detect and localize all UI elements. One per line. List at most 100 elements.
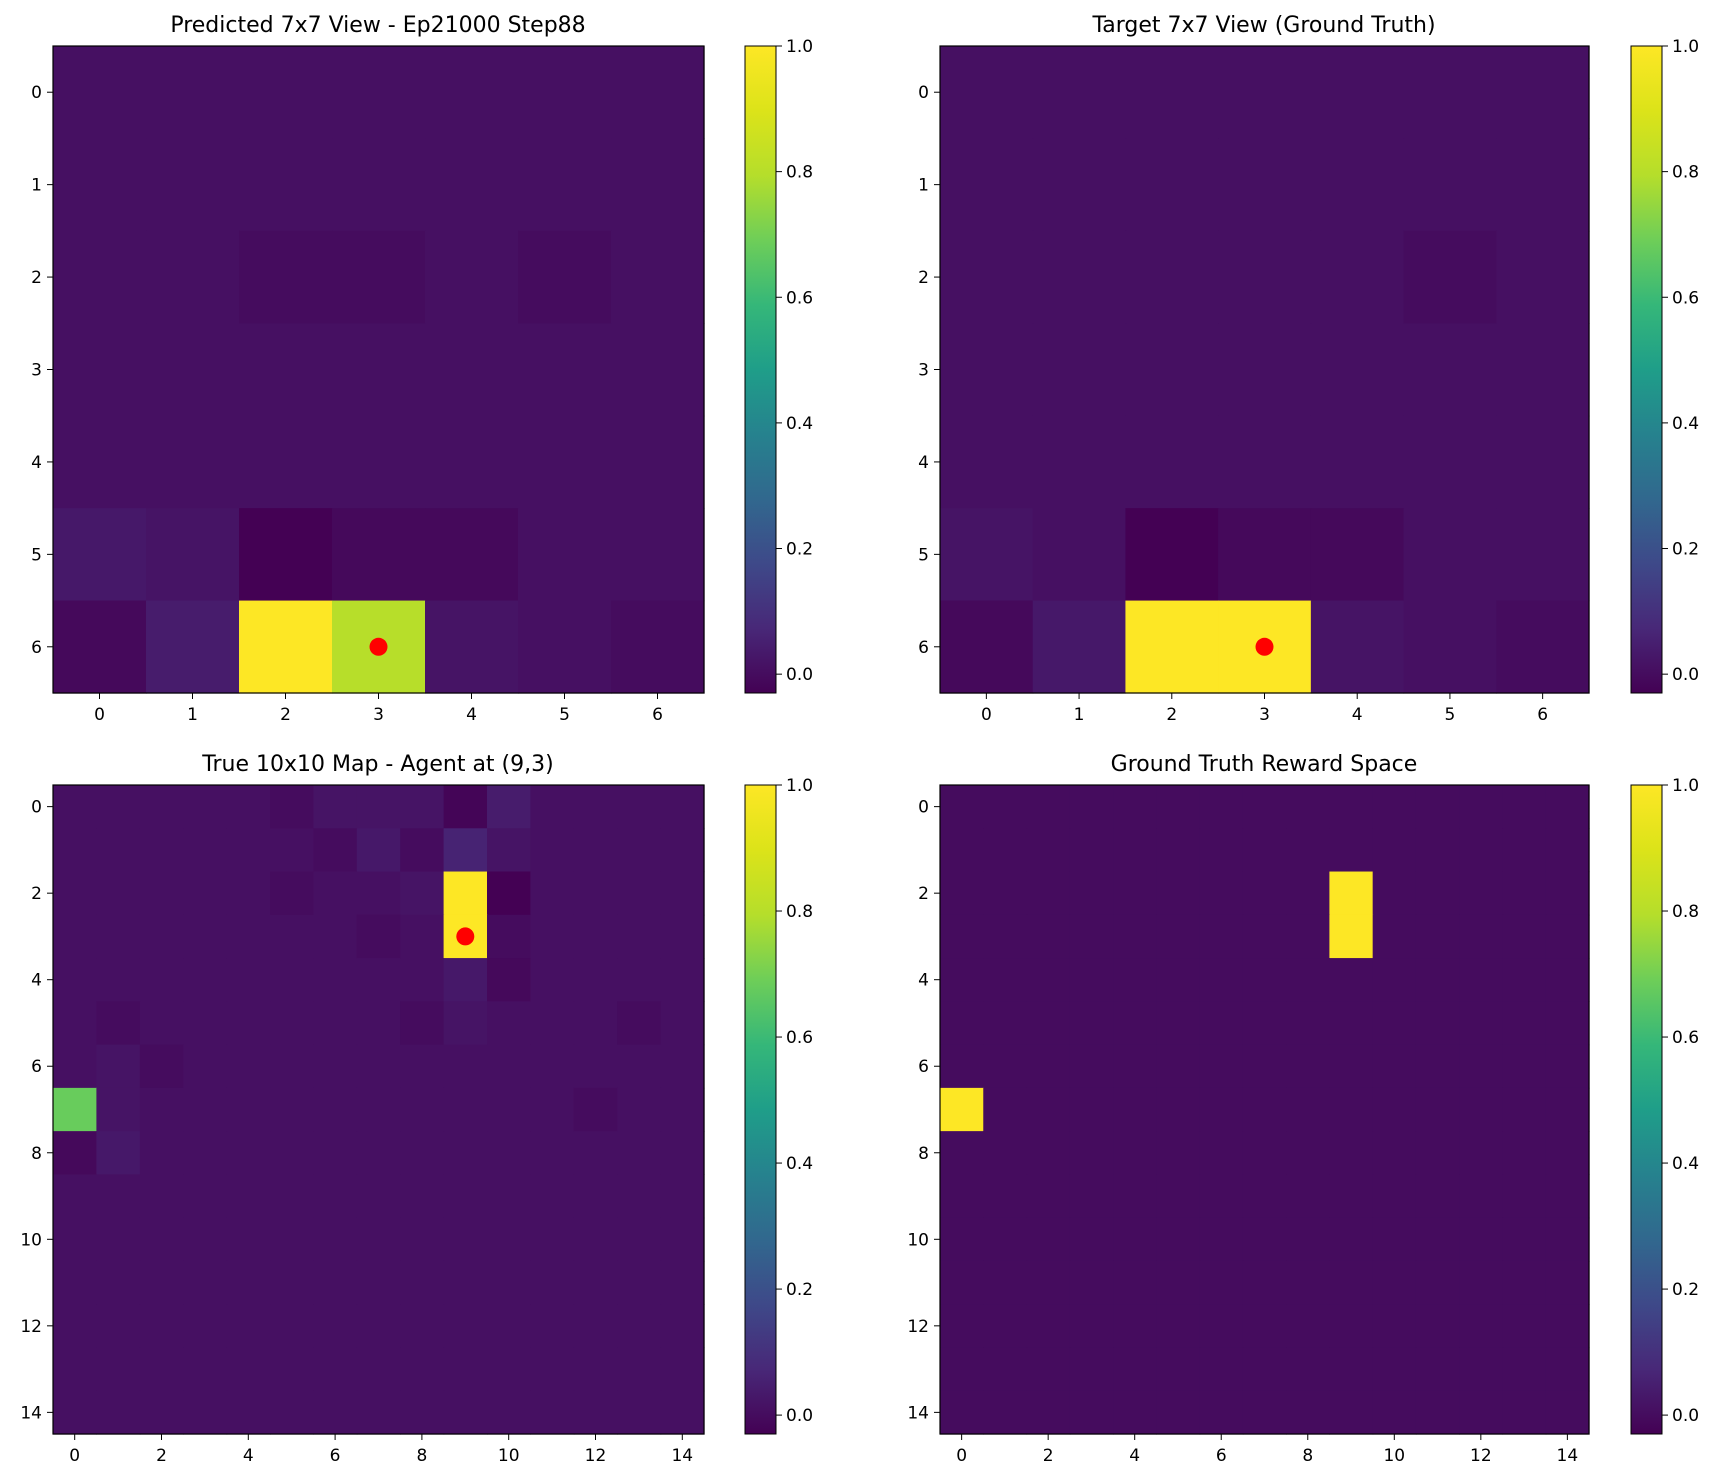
heatmap-cell — [1415, 1304, 1460, 1349]
heatmap-cell — [1199, 958, 1244, 1002]
heatmap-cell — [270, 828, 314, 873]
heatmap-cell — [530, 1217, 575, 1262]
heatmap-cell — [1329, 1174, 1374, 1219]
heatmap-cell — [983, 1304, 1028, 1349]
heatmap-cell — [1502, 1217, 1547, 1262]
heatmap-cell — [1286, 1131, 1330, 1175]
heatmap-cell — [660, 828, 705, 873]
colorbar-tick-label: 0.8 — [1672, 902, 1699, 922]
heatmap-cell — [1032, 230, 1127, 324]
heatmap-cell — [53, 914, 97, 959]
heatmap-cell — [1113, 828, 1157, 873]
heatmap-cell — [1156, 1131, 1201, 1175]
x-tick-label: 3 — [1259, 705, 1270, 725]
heatmap-cell — [1026, 1174, 1071, 1219]
y-tick-label: 2 — [31, 268, 42, 288]
heatmap-cell — [443, 785, 488, 829]
heatmap-cell — [139, 1174, 184, 1219]
panel-title: Target 7x7 View (Ground Truth) — [1091, 13, 1435, 38]
y-tick-label: 12 — [907, 1317, 929, 1337]
y-tick-label: 0 — [918, 798, 929, 818]
colorbar-tick-label: 0.0 — [1672, 665, 1699, 685]
y-tick-label: 3 — [31, 361, 42, 381]
heatmap-cell — [226, 1087, 271, 1132]
heatmap-cell — [1199, 1001, 1244, 1046]
heatmap-cell — [1125, 230, 1219, 324]
heatmap-cell — [1218, 508, 1312, 602]
heatmap-cell — [1459, 828, 1504, 873]
heatmap-cell — [313, 1087, 358, 1132]
target-view-panel: Target 7x7 View (Ground Truth) 0 1 2 3 4 5 6 0 1… — [918, 13, 1699, 725]
heatmap-cell — [239, 323, 333, 417]
heatmap-cell — [940, 1174, 984, 1219]
heatmap-cell — [940, 1390, 984, 1435]
heatmap-cell — [53, 1260, 97, 1305]
heatmap-cell — [1199, 785, 1244, 829]
heatmap-cell — [940, 1087, 984, 1132]
heatmap-cell — [1372, 1390, 1417, 1435]
heatmap-cell — [53, 1347, 97, 1392]
heatmap-cell — [53, 1131, 97, 1175]
heatmap-cell — [1502, 1087, 1547, 1132]
heatmap-cell — [530, 1260, 575, 1305]
heatmap-cell — [1026, 1390, 1071, 1435]
heatmap-cell — [53, 415, 147, 509]
heatmap-cell — [1286, 785, 1330, 829]
x-tick-label: 2 — [1043, 1446, 1054, 1466]
heatmap-cell — [617, 914, 662, 959]
heatmap-cell — [1502, 1347, 1547, 1392]
heatmap-cell — [356, 1390, 401, 1435]
x-tick-label: 0 — [956, 1446, 967, 1466]
x-tick-label: 10 — [1383, 1446, 1405, 1466]
heatmap-cell — [940, 46, 1034, 140]
x-tick-label: 0 — [69, 1446, 80, 1466]
heatmap-cell — [443, 1217, 488, 1262]
heatmap-cell — [313, 1217, 358, 1262]
heatmap-cell — [226, 1001, 271, 1046]
colorbar-tick-label: 0.4 — [786, 1154, 813, 1174]
x-tick-label: 3 — [373, 705, 384, 725]
heatmap-cell — [183, 958, 228, 1002]
heatmap-cell — [1199, 1347, 1244, 1392]
heatmap-cell — [940, 1260, 984, 1305]
heatmap-cell — [443, 828, 488, 873]
heatmap-cell — [270, 1087, 314, 1132]
heatmap-cell — [617, 1001, 662, 1046]
heatmap-cell — [1113, 1260, 1157, 1305]
heatmap-cell — [1415, 1217, 1460, 1262]
heatmap-cell — [313, 914, 358, 959]
colorbar: 0.0 0.2 0.4 0.6 0.8 1.0 — [744, 776, 813, 1435]
heatmap-cell — [400, 1001, 445, 1046]
heatmap-cell — [1026, 1044, 1071, 1089]
heatmap-cell — [443, 1347, 488, 1392]
heatmap-cell — [530, 1347, 575, 1392]
heatmap-cell — [1156, 1260, 1201, 1305]
y-tick-label: 2 — [918, 268, 929, 288]
heatmap-cell — [573, 1087, 618, 1132]
heatmap-cell — [1329, 1217, 1374, 1262]
heatmap-cell — [1545, 1260, 1590, 1305]
axes-frame — [939, 784, 1590, 1435]
colorbar-tick-label: 0.0 — [1672, 1406, 1699, 1426]
heatmap-cell — [183, 1131, 228, 1175]
heatmap-cell — [573, 1001, 618, 1046]
heatmap-cell — [443, 1044, 488, 1089]
heatmap-cell — [270, 1217, 314, 1262]
heatmap-cell — [425, 415, 519, 509]
heatmap-cell — [1125, 508, 1219, 602]
heatmap-cell — [1415, 1131, 1460, 1175]
heatmap-cell — [1502, 1304, 1547, 1349]
heatmap-cell — [1032, 323, 1127, 417]
heatmap-cell — [1069, 1044, 1114, 1089]
heatmap-cell — [611, 46, 705, 140]
agent-marker — [369, 637, 388, 656]
heatmap-cell — [53, 785, 97, 829]
colorbar-tick-label: 1.0 — [1672, 776, 1699, 796]
heatmap-cell — [1545, 1390, 1590, 1435]
heatmap-cell — [356, 1347, 401, 1392]
heatmap-cell — [1372, 1347, 1417, 1392]
heatmap-cell — [1156, 1087, 1201, 1132]
heatmap-cell — [611, 138, 705, 232]
heatmap-cell — [1329, 1260, 1374, 1305]
heatmap-cell — [356, 871, 401, 916]
